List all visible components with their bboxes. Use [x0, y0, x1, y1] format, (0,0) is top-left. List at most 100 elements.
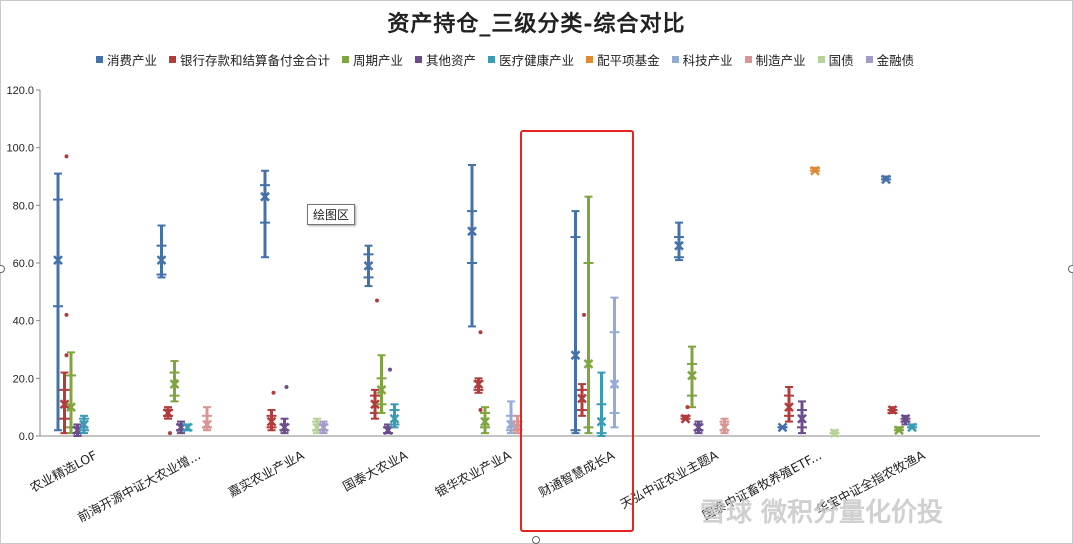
legend-swatch — [488, 56, 496, 63]
median-marker — [609, 379, 620, 389]
outlier-point — [375, 298, 379, 303]
y-tick-label: 120.0 — [6, 85, 34, 97]
legend-label: 配平项基金 — [597, 53, 660, 68]
outlier-point — [64, 154, 69, 159]
outlier-point — [284, 384, 289, 389]
legend-label: 医疗健康产业 — [499, 53, 575, 68]
watermark: 雪球 微积分量化价投 — [700, 498, 944, 528]
median-marker — [202, 419, 212, 430]
median-marker — [797, 413, 807, 424]
y-tick-label: 0.0 — [19, 431, 34, 443]
y-tick-label: 60.0 — [13, 258, 34, 270]
plot-area-tooltip: 绘图区 — [307, 204, 356, 225]
median-marker — [784, 402, 794, 413]
median-marker — [577, 393, 587, 404]
legend-item: 其他资产 — [415, 50, 476, 69]
outlier-point — [388, 367, 392, 372]
outlier-point — [582, 312, 586, 317]
median-marker — [376, 384, 387, 395]
median-marker — [680, 413, 691, 424]
median-marker — [829, 428, 840, 439]
outlier-point — [271, 390, 276, 395]
legend-item: 配平项基金 — [586, 50, 660, 69]
median-marker — [583, 359, 594, 369]
legend-swatch — [865, 56, 873, 63]
median-marker — [693, 422, 704, 433]
median-marker — [370, 399, 380, 410]
median-marker — [266, 416, 277, 427]
resize-handle[interactable] — [0, 265, 5, 273]
y-tick-label: 80.0 — [13, 200, 34, 212]
median-marker — [163, 408, 173, 418]
outlier-point — [478, 330, 483, 335]
legend-swatch — [671, 56, 679, 63]
legend-item: 科技产业 — [671, 50, 733, 69]
median-marker — [881, 174, 891, 185]
legend-item: 国债 — [817, 50, 854, 69]
median-marker — [810, 165, 820, 176]
median-marker — [473, 379, 484, 389]
median-marker — [79, 419, 89, 430]
outlier-point — [478, 408, 483, 413]
resize-handle[interactable] — [1068, 265, 1073, 273]
median-marker — [687, 370, 697, 381]
legend-swatch — [342, 56, 350, 63]
legend-swatch — [817, 56, 825, 63]
median-marker — [894, 425, 904, 436]
x-tick-label: 银华农业产业A — [433, 447, 514, 500]
legend-swatch — [586, 56, 594, 63]
median-marker — [674, 240, 684, 251]
legend-swatch — [96, 56, 103, 63]
legend-item: 消费产业 — [96, 50, 157, 69]
legend-item: 周期产业 — [342, 50, 403, 69]
legend-label: 银行存款和结算备付金合计 — [180, 53, 331, 68]
legend-item: 银行存款和结算备付金合计 — [169, 50, 330, 69]
median-marker — [363, 260, 374, 271]
legend-swatch — [415, 56, 423, 63]
median-marker — [887, 405, 898, 415]
legend-label: 科技产业 — [682, 53, 733, 68]
y-tick-label: 20.0 — [13, 373, 34, 385]
legend-label: 制造产业 — [755, 53, 806, 68]
median-marker — [389, 413, 400, 424]
highlight-box — [520, 130, 634, 532]
legend: 消费产业 银行存款和结算备付金合计 周期产业 其他资产 医疗健康产业 配平项基金 科技产业 制… — [96, 50, 914, 69]
y-tick-label: 100.0 — [6, 143, 34, 155]
median-marker — [260, 191, 270, 202]
median-marker — [182, 422, 193, 433]
median-marker — [480, 416, 490, 427]
median-marker — [900, 413, 911, 424]
outlier-point — [64, 312, 69, 317]
median-marker — [53, 255, 63, 266]
x-tick-label: 国泰大农业A — [340, 447, 410, 494]
outlier-point — [64, 353, 69, 358]
legend-label: 周期产业 — [353, 53, 404, 68]
median-marker — [719, 422, 730, 433]
median-marker — [596, 416, 607, 427]
median-marker — [777, 422, 788, 433]
legend-item: 制造产业 — [744, 50, 806, 69]
legend-label: 金融债 — [876, 53, 915, 68]
outlier-point — [168, 431, 172, 436]
median-marker — [907, 422, 917, 433]
median-marker — [467, 226, 477, 237]
median-marker — [66, 402, 76, 413]
resize-handle[interactable] — [532, 536, 540, 544]
outlier-point — [685, 405, 690, 410]
y-tick-label: 40.0 — [13, 316, 34, 328]
legend-label: 消费产业 — [107, 53, 158, 68]
x-tick-label: 农业精选LOF — [27, 447, 99, 495]
median-marker — [279, 422, 290, 433]
legend-item: 金融债 — [865, 50, 915, 69]
legend-item: 医疗健康产业 — [488, 50, 574, 69]
legend-label: 国债 — [828, 53, 854, 68]
median-marker — [570, 350, 581, 361]
chart-title: 资产持仓_三级分类-综合对比 — [387, 11, 686, 37]
legend-swatch — [744, 56, 752, 63]
x-tick-label: 嘉实农业产业A — [226, 447, 307, 500]
median-marker — [59, 399, 70, 410]
legend-swatch — [169, 56, 177, 63]
median-marker — [156, 255, 167, 266]
legend-label: 其他资产 — [426, 53, 477, 68]
